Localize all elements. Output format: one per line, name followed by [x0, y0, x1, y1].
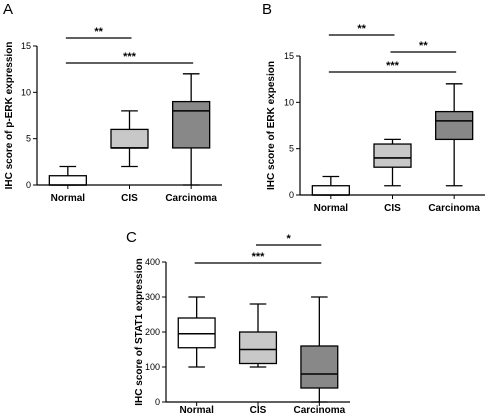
y-axis-title: IHC score of STAT1 expression	[134, 258, 145, 405]
significance-label: ***	[386, 60, 400, 72]
x-tick-label: Carcinoma	[165, 193, 217, 204]
significance-label: *	[287, 233, 292, 245]
box-iqr	[48, 175, 87, 186]
box-iqr	[435, 110, 474, 141]
box-carcinoma	[172, 73, 211, 186]
x-tick-label: CIS	[121, 193, 138, 204]
box-carcinoma	[435, 83, 474, 187]
panel-letter: C	[126, 229, 137, 246]
significance-label: ***	[252, 251, 266, 263]
y-tick-label: 15	[284, 51, 294, 61]
y-axis-title: IHC score of ERK expesion	[266, 61, 277, 190]
panel-letter: B	[262, 1, 272, 18]
y-tick-label: 10	[284, 97, 294, 107]
box-normal	[177, 296, 216, 368]
panel-letter: A	[3, 1, 13, 18]
box-cis	[238, 303, 278, 368]
box-iqr	[172, 100, 211, 149]
x-tick-label: Normal	[314, 203, 349, 214]
box-normal	[48, 165, 87, 186]
y-tick-label: 10	[21, 87, 31, 97]
box-iqr	[238, 331, 278, 365]
box-carcinoma	[300, 296, 339, 403]
x-tick-label: Carcinoma	[428, 203, 480, 214]
box-iqr	[373, 143, 412, 168]
panel-b: B 0 5 10 15 IHC score of ERK expesion Normal CI…	[262, 1, 485, 214]
significance-label: ***	[123, 51, 137, 63]
box-iqr	[110, 128, 149, 149]
x-tick-label: CIS	[250, 405, 267, 416]
significance-label: **	[357, 23, 366, 35]
box-cis	[110, 110, 149, 168]
significance-label: **	[94, 26, 103, 38]
y-tick-label: 100	[145, 362, 160, 372]
y-tick-label: 5	[289, 144, 294, 154]
y-tick-label: 0	[26, 180, 31, 190]
x-tick-label: Normal	[51, 193, 86, 204]
y-tick-label: 15	[21, 41, 31, 51]
x-tick-label: Normal	[179, 405, 214, 416]
significance-label: **	[419, 40, 428, 52]
y-tick-label: 0	[289, 190, 294, 200]
y-tick-label: 5	[26, 134, 31, 144]
panel-a: A 0 5 10 15 IHC score of p-ERK expression Norm…	[3, 1, 222, 204]
box-cis	[373, 138, 412, 187]
box-iqr	[300, 345, 339, 389]
y-tick-label: 200	[145, 327, 160, 337]
box-iqr	[177, 317, 216, 349]
y-axis-title: IHC score of p-ERK expression	[4, 42, 15, 190]
box-iqr	[311, 185, 350, 196]
y-tick-label: 400	[145, 257, 160, 267]
x-tick-label: Carcinoma	[293, 405, 345, 416]
y-tick-label: 300	[145, 292, 160, 302]
y-tick-label: 0	[155, 397, 160, 407]
box-normal	[311, 175, 350, 196]
x-tick-label: CIS	[384, 203, 401, 214]
